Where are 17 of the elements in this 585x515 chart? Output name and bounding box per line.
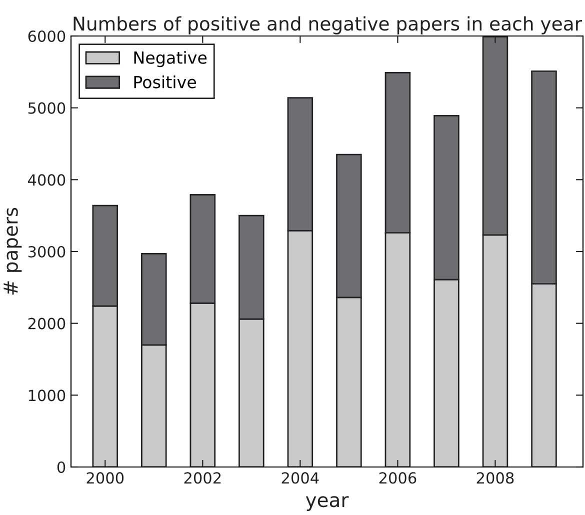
legend-label: Positive [134,75,196,88]
legend-label: Negative [134,51,207,68]
y-tick-label: 2000 [28,318,66,330]
x-tick-label: 2002 [184,472,221,484]
chart-title: Numbers of positive and negative papers in each year [74,16,582,34]
y-tick-label: 5000 [28,102,66,114]
x-axis-title: year [306,496,349,512]
x-tick-label: 2000 [86,472,124,484]
x-tick-label: 2008 [476,472,514,484]
y-tick-label: 4000 [28,174,66,186]
y-tick-label: 0 [57,461,66,474]
y-tick-label: 6000 [28,30,66,42]
y-axis-title: # papers [4,208,22,295]
y-tick-label: 1000 [28,390,66,402]
x-tick-label: 2004 [282,472,319,484]
y-tick-label: 3000 [28,246,66,258]
x-tick-label: 2006 [379,472,416,484]
